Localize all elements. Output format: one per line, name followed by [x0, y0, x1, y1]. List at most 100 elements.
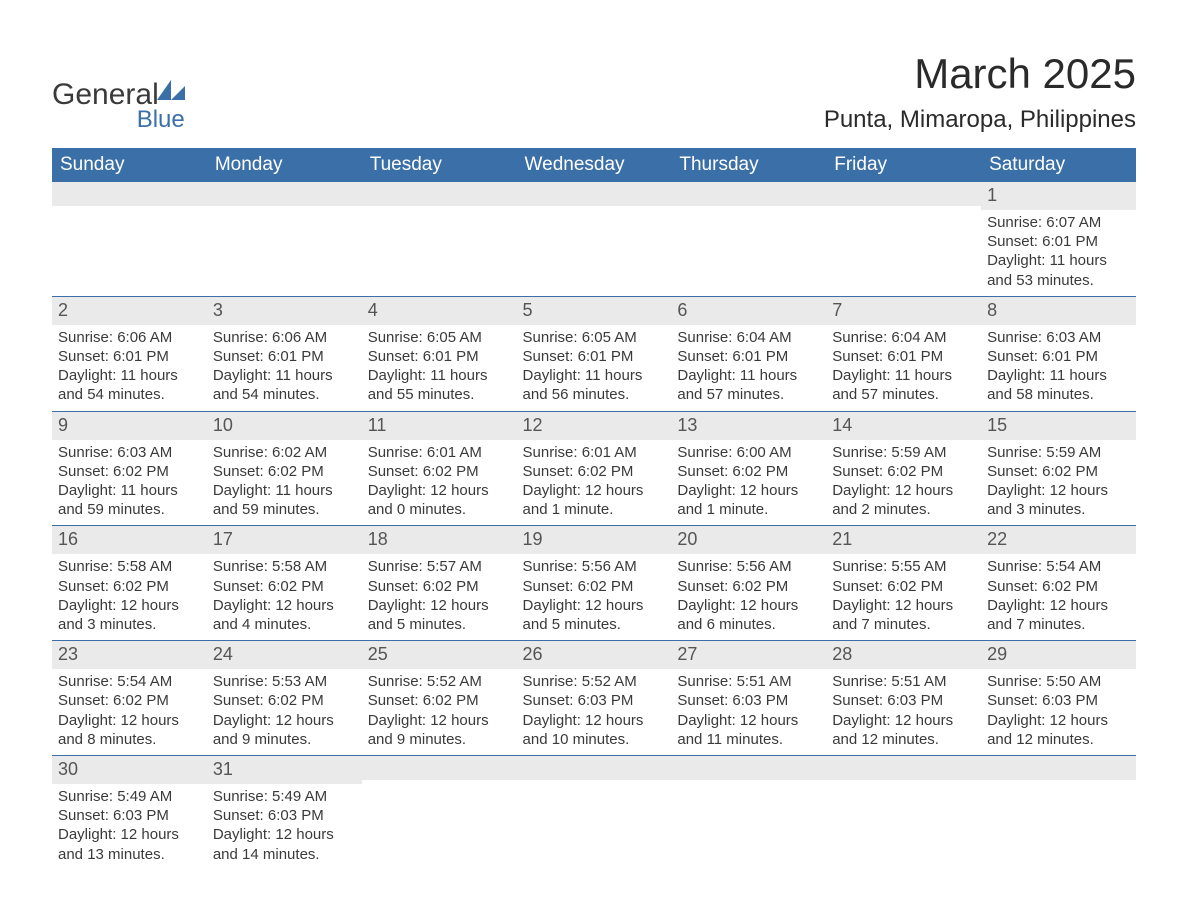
sunset-text: Sunset: 6:03 PM	[523, 691, 666, 710]
day-number	[671, 756, 826, 780]
day-details: Sunrise: 5:58 AMSunset: 6:02 PMDaylight:…	[207, 554, 362, 640]
daylight-text: Daylight: 12 hours and 3 minutes.	[987, 481, 1130, 519]
calendar-week-row: 2Sunrise: 6:06 AMSunset: 6:01 PMDaylight…	[52, 296, 1136, 411]
sunrise-text: Sunrise: 6:01 AM	[523, 443, 666, 462]
daylight-text: Daylight: 11 hours and 54 minutes.	[213, 366, 356, 404]
sunrise-text: Sunrise: 5:58 AM	[58, 557, 201, 576]
day-number: 15	[981, 412, 1136, 440]
calendar-day-cell	[826, 755, 981, 869]
calendar-week-row: 1Sunrise: 6:07 AMSunset: 6:01 PMDaylight…	[52, 182, 1136, 296]
day-number: 27	[671, 641, 826, 669]
daylight-text: Daylight: 12 hours and 7 minutes.	[832, 596, 975, 634]
calendar-week-row: 23Sunrise: 5:54 AMSunset: 6:02 PMDayligh…	[52, 641, 1136, 756]
weekday-header: Friday	[826, 148, 981, 182]
calendar-day-cell: 28Sunrise: 5:51 AMSunset: 6:03 PMDayligh…	[826, 641, 981, 756]
sunrise-text: Sunrise: 6:05 AM	[368, 328, 511, 347]
calendar-day-cell	[981, 755, 1136, 869]
daylight-text: Daylight: 11 hours and 54 minutes.	[58, 366, 201, 404]
day-details: Sunrise: 5:54 AMSunset: 6:02 PMDaylight:…	[52, 669, 207, 755]
sunrise-text: Sunrise: 6:06 AM	[213, 328, 356, 347]
calendar-day-cell: 19Sunrise: 5:56 AMSunset: 6:02 PMDayligh…	[517, 526, 672, 641]
daylight-text: Daylight: 12 hours and 8 minutes.	[58, 711, 201, 749]
calendar-day-cell: 21Sunrise: 5:55 AMSunset: 6:02 PMDayligh…	[826, 526, 981, 641]
day-details: Sunrise: 6:03 AMSunset: 6:01 PMDaylight:…	[981, 325, 1136, 411]
day-details: Sunrise: 5:55 AMSunset: 6:02 PMDaylight:…	[826, 554, 981, 640]
day-number: 12	[517, 412, 672, 440]
sunrise-text: Sunrise: 5:58 AM	[213, 557, 356, 576]
sunrise-text: Sunrise: 5:56 AM	[523, 557, 666, 576]
title-block: March 2025 Punta, Mimaropa, Philippines	[824, 50, 1136, 134]
location: Punta, Mimaropa, Philippines	[824, 106, 1136, 134]
sunrise-text: Sunrise: 5:59 AM	[832, 443, 975, 462]
sunset-text: Sunset: 6:01 PM	[987, 347, 1130, 366]
sunset-text: Sunset: 6:03 PM	[832, 691, 975, 710]
day-number: 21	[826, 526, 981, 554]
day-details: Sunrise: 5:52 AMSunset: 6:03 PMDaylight:…	[517, 669, 672, 755]
weekday-header: Sunday	[52, 148, 207, 182]
calendar-day-cell: 2Sunrise: 6:06 AMSunset: 6:01 PMDaylight…	[52, 296, 207, 411]
sunset-text: Sunset: 6:03 PM	[213, 806, 356, 825]
day-number	[52, 182, 207, 206]
day-number: 6	[671, 297, 826, 325]
sunrise-text: Sunrise: 6:02 AM	[213, 443, 356, 462]
sunset-text: Sunset: 6:02 PM	[832, 577, 975, 596]
weekday-header: Monday	[207, 148, 362, 182]
calendar-day-cell: 14Sunrise: 5:59 AMSunset: 6:02 PMDayligh…	[826, 411, 981, 526]
sunset-text: Sunset: 6:01 PM	[213, 347, 356, 366]
day-details: Sunrise: 5:56 AMSunset: 6:02 PMDaylight:…	[671, 554, 826, 640]
daylight-text: Daylight: 12 hours and 11 minutes.	[677, 711, 820, 749]
calendar-day-cell: 10Sunrise: 6:02 AMSunset: 6:02 PMDayligh…	[207, 411, 362, 526]
sunrise-text: Sunrise: 5:52 AM	[523, 672, 666, 691]
calendar-day-cell	[517, 755, 672, 869]
daylight-text: Daylight: 11 hours and 59 minutes.	[213, 481, 356, 519]
day-number: 31	[207, 756, 362, 784]
weekday-header-row: Sunday Monday Tuesday Wednesday Thursday…	[52, 148, 1136, 182]
daylight-text: Daylight: 12 hours and 14 minutes.	[213, 825, 356, 863]
calendar-day-cell: 29Sunrise: 5:50 AMSunset: 6:03 PMDayligh…	[981, 641, 1136, 756]
sunrise-text: Sunrise: 6:00 AM	[677, 443, 820, 462]
day-details: Sunrise: 5:51 AMSunset: 6:03 PMDaylight:…	[826, 669, 981, 755]
calendar-day-cell	[52, 182, 207, 296]
sunrise-text: Sunrise: 5:49 AM	[58, 787, 201, 806]
sunrise-text: Sunrise: 5:52 AM	[368, 672, 511, 691]
day-number: 11	[362, 412, 517, 440]
day-details: Sunrise: 6:07 AMSunset: 6:01 PMDaylight:…	[981, 210, 1136, 296]
sunset-text: Sunset: 6:02 PM	[368, 462, 511, 481]
calendar-day-cell: 16Sunrise: 5:58 AMSunset: 6:02 PMDayligh…	[52, 526, 207, 641]
day-number: 2	[52, 297, 207, 325]
daylight-text: Daylight: 11 hours and 53 minutes.	[987, 251, 1130, 289]
sunrise-text: Sunrise: 5:50 AM	[987, 672, 1130, 691]
day-number: 19	[517, 526, 672, 554]
day-number: 23	[52, 641, 207, 669]
calendar-day-cell: 4Sunrise: 6:05 AMSunset: 6:01 PMDaylight…	[362, 296, 517, 411]
weekday-header: Tuesday	[362, 148, 517, 182]
daylight-text: Daylight: 12 hours and 0 minutes.	[368, 481, 511, 519]
daylight-text: Daylight: 12 hours and 1 minute.	[523, 481, 666, 519]
day-details: Sunrise: 6:06 AMSunset: 6:01 PMDaylight:…	[52, 325, 207, 411]
day-details: Sunrise: 5:58 AMSunset: 6:02 PMDaylight:…	[52, 554, 207, 640]
sunrise-text: Sunrise: 5:49 AM	[213, 787, 356, 806]
day-number: 8	[981, 297, 1136, 325]
daylight-text: Daylight: 12 hours and 5 minutes.	[523, 596, 666, 634]
weekday-header: Wednesday	[517, 148, 672, 182]
sunset-text: Sunset: 6:01 PM	[523, 347, 666, 366]
sunrise-text: Sunrise: 6:01 AM	[368, 443, 511, 462]
sunset-text: Sunset: 6:01 PM	[832, 347, 975, 366]
day-number	[517, 756, 672, 780]
calendar-day-cell: 9Sunrise: 6:03 AMSunset: 6:02 PMDaylight…	[52, 411, 207, 526]
daylight-text: Daylight: 12 hours and 3 minutes.	[58, 596, 201, 634]
sunset-text: Sunset: 6:02 PM	[677, 577, 820, 596]
calendar-day-cell: 20Sunrise: 5:56 AMSunset: 6:02 PMDayligh…	[671, 526, 826, 641]
sunset-text: Sunset: 6:01 PM	[677, 347, 820, 366]
daylight-text: Daylight: 12 hours and 1 minute.	[677, 481, 820, 519]
sunset-text: Sunset: 6:02 PM	[213, 691, 356, 710]
calendar-day-cell: 1Sunrise: 6:07 AMSunset: 6:01 PMDaylight…	[981, 182, 1136, 296]
sunrise-text: Sunrise: 5:59 AM	[987, 443, 1130, 462]
calendar-day-cell: 13Sunrise: 6:00 AMSunset: 6:02 PMDayligh…	[671, 411, 826, 526]
day-number: 3	[207, 297, 362, 325]
calendar-day-cell: 18Sunrise: 5:57 AMSunset: 6:02 PMDayligh…	[362, 526, 517, 641]
calendar-day-cell: 12Sunrise: 6:01 AMSunset: 6:02 PMDayligh…	[517, 411, 672, 526]
calendar-week-row: 30Sunrise: 5:49 AMSunset: 6:03 PMDayligh…	[52, 755, 1136, 869]
day-number	[671, 182, 826, 206]
day-details: Sunrise: 6:00 AMSunset: 6:02 PMDaylight:…	[671, 440, 826, 526]
